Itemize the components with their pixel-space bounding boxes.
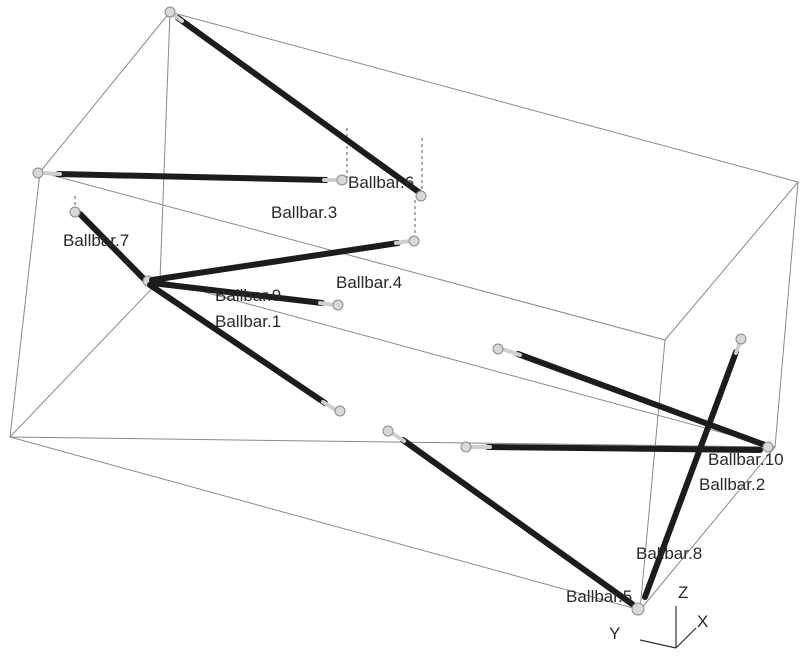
label-ballbar-8: Ballbar.8 [636, 544, 702, 563]
label-ballbar-1: Ballbar.1 [215, 312, 281, 331]
label-ballbar-9: Ballbar.9 [215, 286, 281, 305]
ballbar-5[interactable] [382, 425, 645, 616]
ballbar-1[interactable] [147, 282, 346, 417]
ballbar-3[interactable] [32, 167, 348, 186]
label-ballbar-4: Ballbar.4 [336, 273, 402, 292]
ballbar-6[interactable] [164, 6, 427, 202]
label-ballbar-3: Ballbar.3 [271, 203, 337, 222]
label-ballbar-6: Ballbar.6 [348, 173, 414, 192]
axis-z-label: Z [678, 583, 688, 602]
ballbar-7[interactable] [69, 206, 154, 287]
ballbar-4[interactable] [149, 235, 420, 283]
label-ballbar-10: Ballbar.10 [708, 450, 784, 469]
axis-triad: Z X Y [609, 583, 708, 649]
ballbar-10[interactable] [492, 343, 774, 453]
label-ballbar-2: Ballbar.2 [699, 475, 765, 494]
axis-y-label: Y [609, 624, 620, 643]
ballbar-8[interactable] [642, 333, 747, 600]
ballbar-labels: Ballbar.6 Ballbar.3 Ballbar.7 Ballbar.4 … [63, 173, 784, 606]
ballbar-2[interactable] [460, 441, 763, 453]
ballbar-9[interactable] [149, 280, 344, 311]
label-ballbar-7: Ballbar.7 [63, 231, 129, 250]
label-ballbar-5: Ballbar.5 [566, 587, 632, 606]
axis-x-label: X [697, 612, 708, 631]
bounding-box [9, 11, 799, 611]
